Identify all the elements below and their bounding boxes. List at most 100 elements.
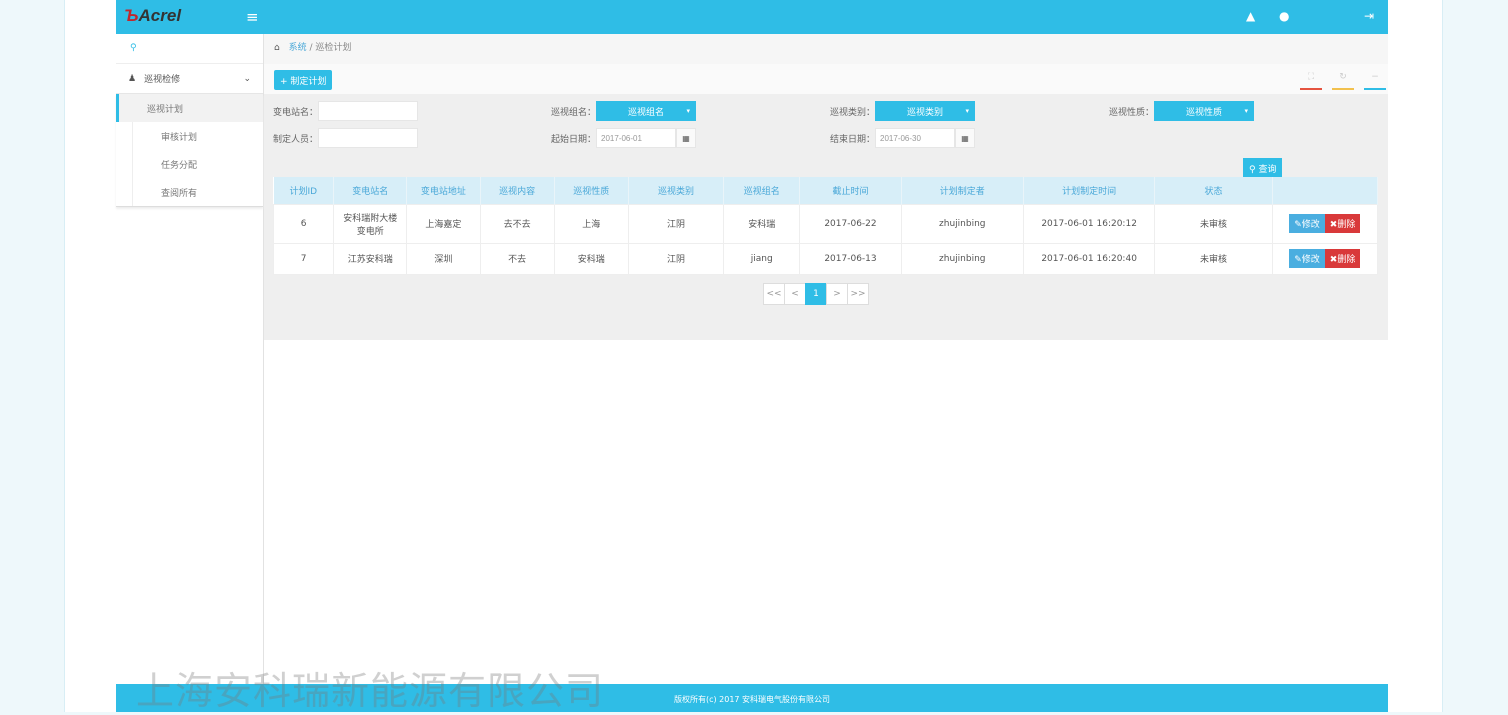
maker-input[interactable]: [318, 128, 419, 148]
calendar-icon[interactable]: ▦: [955, 128, 976, 148]
table-cell: 安科瑞附大楼变电所: [333, 203, 408, 244]
table-cell: jiang: [723, 242, 801, 275]
table-cell: zhujinbing: [900, 242, 1024, 275]
column-header: 巡视类别: [628, 177, 725, 204]
category-label: 巡视类别：: [830, 107, 876, 118]
page-first[interactable]: <<: [763, 283, 785, 305]
delete-label: 删除: [1337, 220, 1356, 230]
breadcrumb-current: 巡检计划: [315, 43, 352, 53]
edit-button[interactable]: ✎修改: [1289, 214, 1325, 233]
start-date-input[interactable]: [596, 128, 677, 148]
sidebar-group-inspection[interactable]: ♟ 巡视检修 ⌄: [116, 64, 263, 94]
table-cell: 2017-06-01 16:20:12: [1022, 203, 1156, 244]
search-icon: ⚲: [1249, 165, 1259, 175]
page-last[interactable]: >>: [847, 283, 869, 305]
column-header: 巡视组名: [723, 177, 801, 204]
table-row: 6 安科瑞附大楼变电所 上海嘉定 去不去 上海 江阴 安科瑞 2017-06-22 zhujin…: [272, 203, 1379, 244]
table-cell: 6: [272, 203, 335, 244]
toolbar: + 制定计划 ⛶ ↻ −: [264, 64, 1388, 94]
table-cell: 安科瑞: [553, 242, 629, 275]
query-button[interactable]: ⚲ 查询: [1243, 158, 1283, 178]
table-cell: 去不去: [479, 203, 555, 244]
sidebar-group-label: 巡视检修: [144, 75, 181, 85]
page-prev[interactable]: <: [784, 283, 806, 305]
table-cell: 2017-06-22: [799, 203, 902, 244]
top-header: ЪAcrel ≡ ▲ ● ⇥: [116, 0, 1388, 34]
chevron-down-icon: ▾: [965, 107, 970, 115]
column-header: 变电站地址: [406, 177, 481, 204]
column-header: 变电站名: [333, 177, 408, 204]
station-input[interactable]: [318, 101, 419, 121]
calendar-icon[interactable]: ▦: [676, 128, 697, 148]
add-plan-button[interactable]: + 制定计划: [274, 70, 333, 90]
end-date-label: 结束日期：: [830, 134, 876, 145]
search-icon: ⚲: [130, 43, 137, 53]
column-header: 计划制定者: [901, 177, 1024, 204]
chevron-down-icon: ▾: [1244, 107, 1249, 115]
delete-button[interactable]: ✖删除: [1324, 214, 1361, 233]
page-current[interactable]: 1: [805, 283, 827, 305]
breadcrumb-root[interactable]: 系统: [288, 43, 307, 53]
group-select-value: 巡视组名: [628, 107, 665, 118]
sidebar-search[interactable]: ⚲: [116, 34, 263, 64]
footer: 版权所有(c) 2017 安科瑞电气股份有限公司: [116, 684, 1388, 712]
collapse-icon[interactable]: −: [1364, 72, 1386, 90]
table-cell: 2017-06-13: [799, 242, 902, 275]
end-date-input[interactable]: [875, 128, 956, 148]
start-date-label: 起始日期：: [551, 134, 597, 145]
category-select[interactable]: 巡视类别 ▾: [875, 101, 976, 121]
main-content: ⌂ 系统 / 巡检计划 + 制定计划 ⛶ ↻ − 变电站名： 制定人员： 巡视组…: [264, 34, 1388, 684]
alert-icon[interactable]: ▲: [1246, 9, 1256, 23]
column-header: 巡视内容: [480, 177, 555, 204]
column-header: 巡视性质: [554, 177, 629, 204]
sidebar-item-assign[interactable]: 任务分配: [132, 150, 263, 178]
plan-panel: + 制定计划 ⛶ ↻ − 变电站名： 制定人员： 巡视组名： 巡视组名 ▾ 起始日期…: [264, 64, 1388, 340]
column-header: 计划制定时间: [1023, 177, 1156, 204]
user-icon: ♟: [128, 73, 137, 84]
table-cell: 江阴: [627, 203, 725, 244]
edit-button[interactable]: ✎修改: [1289, 249, 1325, 268]
maker-label: 制定人员：: [273, 134, 319, 145]
breadcrumb: ⌂ 系统 / 巡检计划: [264, 34, 1388, 64]
menu-toggle-icon[interactable]: ≡: [246, 8, 259, 26]
table-cell: 未审核: [1154, 242, 1273, 275]
column-header: 状态: [1154, 177, 1273, 204]
nature-select[interactable]: 巡视性质 ▾: [1154, 101, 1255, 121]
table-cell: zhujinbing: [900, 203, 1024, 244]
chevron-down-icon: ▾: [686, 107, 691, 115]
nature-label: 巡视性质：: [1109, 107, 1155, 118]
sidebar: ⚲ ♟ 巡视检修 ⌄ 巡视计划 审核计划 任务分配 查阅所有: [116, 34, 264, 684]
sidebar-item-all[interactable]: 查阅所有: [132, 178, 263, 206]
table-cell: 江苏安科瑞: [333, 242, 408, 275]
actions-cell: ✎修改 ✖删除: [1271, 203, 1379, 244]
table-cell: 上海嘉定: [406, 203, 481, 244]
delete-button[interactable]: ✖删除: [1324, 249, 1361, 268]
refresh-icon[interactable]: ↻: [1332, 72, 1354, 90]
table-cell: 江阴: [627, 242, 725, 275]
user-icon[interactable]: ●: [1279, 9, 1290, 23]
column-header: 截止时间: [799, 177, 902, 204]
page-next[interactable]: >: [826, 283, 848, 305]
watermark: 上海安科瑞新能源有限公司: [136, 669, 605, 713]
fullscreen-icon[interactable]: ⛶: [1300, 72, 1322, 90]
nature-select-value: 巡视性质: [1186, 107, 1223, 118]
pagination: << < 1 > >>: [763, 283, 869, 305]
chevron-down-icon: ⌄: [243, 73, 251, 84]
column-header: [1272, 177, 1379, 204]
query-label: 查询: [1258, 165, 1277, 175]
logout-icon[interactable]: ⇥: [1364, 9, 1375, 23]
actions-cell: ✎修改 ✖删除: [1271, 242, 1379, 275]
sidebar-item-plan[interactable]: 巡视计划: [116, 94, 263, 122]
table-cell: 深圳: [406, 242, 481, 275]
app: ЪAcrel ≡ ▲ ● ⇥ ⚲ ♟ 巡视检修 ⌄ 巡视计划 审核计划 任务分配…: [116, 0, 1388, 712]
table-cell: 安科瑞: [723, 203, 801, 244]
edit-label: 修改: [1301, 220, 1320, 230]
home-icon[interactable]: ⌂: [274, 43, 280, 53]
station-label: 变电站名：: [273, 107, 319, 118]
group-select[interactable]: 巡视组名 ▾: [596, 101, 697, 121]
table-cell: 不去: [479, 242, 555, 275]
sidebar-item-review[interactable]: 审核计划: [132, 122, 263, 150]
table-row: 7 江苏安科瑞 深圳 不去 安科瑞 江阴 jiang 2017-06-13 zhujinbing…: [272, 242, 1379, 275]
column-header: 计划ID: [273, 177, 335, 204]
category-select-value: 巡视类别: [907, 107, 944, 118]
